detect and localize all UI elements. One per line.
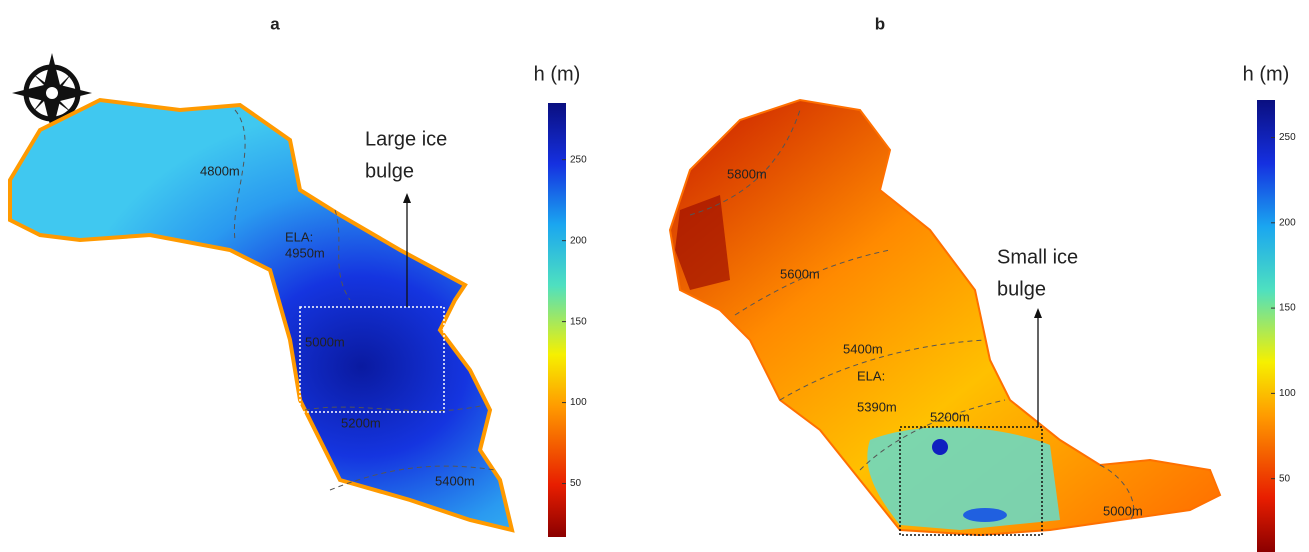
contour — [329, 465, 496, 491]
colorbar-title: h (m) — [534, 63, 581, 85]
contour-label: 5600m — [780, 266, 820, 281]
annotation: bulge — [365, 160, 414, 182]
contour-label: 5000m — [1103, 503, 1143, 518]
colorbar-tick-label: 150 — [570, 316, 587, 327]
glacier-map — [8, 97, 515, 533]
contour-label: 5800m — [727, 166, 767, 181]
colorbar — [548, 103, 566, 537]
dark-zone — [675, 195, 730, 290]
ice-spot — [932, 439, 948, 455]
annotation: Large ice — [365, 128, 447, 150]
arrowhead — [403, 193, 411, 203]
contour-label: ELA: — [285, 229, 313, 244]
panel-label: a — [270, 14, 280, 33]
colorbar-tick-label: 100 — [1279, 388, 1296, 399]
contour — [859, 399, 1006, 471]
annotation: Small ice — [997, 246, 1078, 268]
contour-label: 5390m — [857, 399, 897, 414]
contour-label: 5200m — [930, 409, 970, 424]
colorbar-tick-label: 50 — [1279, 473, 1291, 484]
colorbar-tick-label: 200 — [570, 235, 587, 246]
contour — [334, 209, 351, 301]
contour-label: ELA: — [857, 368, 885, 383]
glacier-map — [668, 98, 1222, 537]
contour — [779, 339, 986, 401]
contour — [734, 249, 891, 316]
contour-label: 4950m — [285, 245, 325, 260]
contour-label: 5000m — [305, 334, 345, 349]
colorbar-tick-label: 50 — [570, 478, 582, 489]
contour — [1099, 464, 1135, 521]
contour-label: 5200m — [341, 415, 381, 430]
contour-label: 5400m — [435, 473, 475, 488]
colorbar-tick-label: 250 — [570, 154, 587, 165]
colorbar-tick-label: 200 — [1279, 217, 1296, 228]
contour-label: 5400m — [843, 341, 883, 356]
compass — [12, 53, 92, 133]
panel-label: b — [875, 14, 885, 33]
contour — [304, 404, 486, 412]
contour — [689, 109, 801, 216]
colorbar-tick-label: 150 — [1279, 303, 1296, 314]
contour — [233, 109, 246, 241]
colorbar-tick-label: 250 — [1279, 132, 1296, 143]
highlight-box — [299, 306, 445, 413]
colorbar-tick-label: 100 — [570, 397, 587, 408]
colorbar — [1257, 100, 1275, 552]
annotation: bulge — [997, 278, 1046, 300]
contour-label: 4800m — [200, 163, 240, 178]
highlight-box — [899, 426, 1043, 536]
colorbar-title: h (m) — [1243, 63, 1290, 85]
ice-spot — [963, 508, 1007, 522]
arrowhead — [1034, 308, 1042, 318]
ice-zone — [867, 427, 1060, 530]
